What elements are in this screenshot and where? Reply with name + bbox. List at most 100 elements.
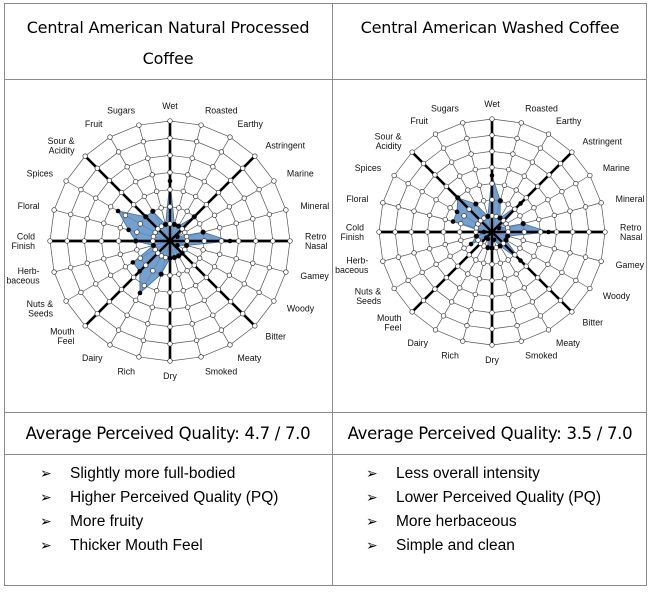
axis-label: Mineral [616,194,645,204]
grid-marker [455,263,461,269]
grid-marker [586,229,592,235]
axis-label: Wet [162,101,178,111]
grid-marker [559,269,565,276]
grid-marker [201,238,207,244]
grid-marker [235,238,242,244]
axis-label-line: Wet [162,101,178,111]
axis-label-line: Marine [603,163,630,173]
axis-label: Nuts & Seeds [355,286,382,306]
grid-marker [546,286,552,292]
grid-marker [457,229,463,235]
axis-label-line: Seeds [28,308,54,318]
axis-label-line: Meaty [238,353,263,363]
grid-marker [545,197,551,203]
grid-marker [426,212,433,218]
data-point [491,237,497,243]
grid-marker [252,323,258,329]
grid-marker [489,261,495,267]
grid-marker [227,134,233,140]
grid-marker [536,216,542,223]
right-title-line1: Central American Washed Coffee [360,18,620,37]
grid-marker [473,257,479,263]
grid-marker [226,272,233,278]
data-point [481,229,487,235]
grid-marker [545,327,552,333]
grid-marker [457,285,463,291]
grid-marker [115,149,122,155]
grid-marker [94,311,100,317]
grid-marker [122,212,129,218]
axis-label-line: Nasal [305,241,328,251]
arrowhead-bullet-icon: ➢ [40,490,52,506]
axis-spoke [169,240,275,302]
grid-marker [432,131,439,137]
grid-marker [582,204,589,210]
grid-marker [510,307,516,313]
axis-spoke [53,240,171,273]
axis-label-line: Sugars [431,103,459,113]
axis-label-line: Marine [287,169,314,179]
grid-marker [587,172,593,179]
grid-marker [570,229,576,235]
grid-marker [101,256,107,262]
grid-marker [136,122,142,128]
axis-spoke [491,231,591,289]
grid-marker [426,246,433,252]
grid-marker [180,288,186,294]
axis-label-line: Earthy [238,119,264,129]
grid-marker [179,226,185,232]
row-divider-pq [4,454,647,455]
data-point [191,214,197,220]
axis-label-line: Rich [441,351,459,361]
grid-marker [419,269,425,276]
grid-marker [176,271,182,277]
axis-label-line: Herb- [18,266,40,276]
grid-marker [101,220,107,226]
data-point [497,215,503,221]
axis-spoke [491,231,602,262]
grid-marker [559,188,565,195]
axis-spoke [411,231,493,313]
axis-label: Meaty [556,338,581,348]
axis-label-line: Roasted [205,106,238,116]
grid-marker [227,298,234,305]
grid-marker [535,183,541,189]
arrowhead-bullet-icon: ➢ [366,490,378,506]
grid-marker [432,172,438,178]
data-point [520,221,526,226]
grid-marker [253,238,259,244]
grid-marker [211,212,218,218]
data-point [227,238,233,244]
grid-marker [200,247,206,253]
axis-label-line: Cold [346,222,364,232]
data-point [130,260,136,265]
grid-marker [510,151,516,157]
grid-marker [182,246,188,253]
data-point [158,271,164,277]
grid-marker [480,260,487,266]
grid-marker [154,288,160,294]
grid-marker [518,120,524,126]
grid-marker [241,281,247,287]
grid-marker [461,213,467,219]
grid-marker [270,238,276,244]
grid-marker [67,264,74,271]
grid-marker [420,297,427,304]
axis-label-line: Floral [346,194,368,204]
data-point [176,253,181,259]
axis-label-line: Dairy [407,338,428,348]
grid-marker [193,337,200,344]
right-pq-score: Average Perceived Quality: 3.5 / 7.0 [347,424,633,443]
data-point [546,229,551,235]
grid-marker [271,298,277,304]
grid-marker [233,256,239,262]
grid-marker [150,238,156,244]
grid-marker [193,138,200,145]
grid-marker [137,255,143,261]
grid-marker [198,354,204,360]
arrowhead-bullet-icon: ➢ [40,514,52,530]
axis-spoke [169,136,231,242]
data-point [179,250,185,256]
grid-marker [117,251,123,257]
